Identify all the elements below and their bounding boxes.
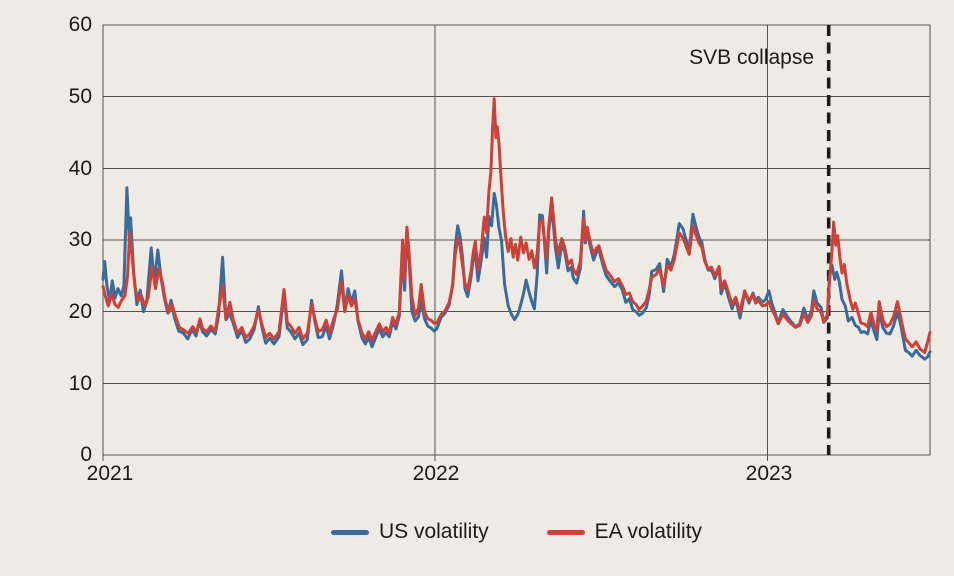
y-tick-label: 30 <box>68 228 92 251</box>
ea-volatility-line-swatch <box>546 529 585 535</box>
svb-collapse-annotation: SVB collapse <box>689 46 814 69</box>
y-tick-label: 0 <box>80 443 92 466</box>
y-tick-label: 60 <box>68 13 92 36</box>
x-tick-label: 2022 <box>412 462 460 485</box>
x-tick-label: 2021 <box>86 462 134 485</box>
x-tick-label: 2023 <box>745 462 793 485</box>
y-tick-label: 20 <box>68 300 92 323</box>
y-tick-label: 50 <box>68 85 92 108</box>
y-tick-label: 40 <box>68 157 92 180</box>
us-volatility-line-swatch <box>330 529 369 535</box>
legend-label: EA volatility <box>594 520 703 543</box>
legend-item-us-volatility: US volatility <box>330 520 489 544</box>
legend: US volatility EA volatility <box>103 520 930 544</box>
legend-item-ea-volatility: EA volatility <box>546 520 703 544</box>
y-tick-label: 10 <box>68 372 92 395</box>
legend-label: US volatility <box>378 520 489 543</box>
